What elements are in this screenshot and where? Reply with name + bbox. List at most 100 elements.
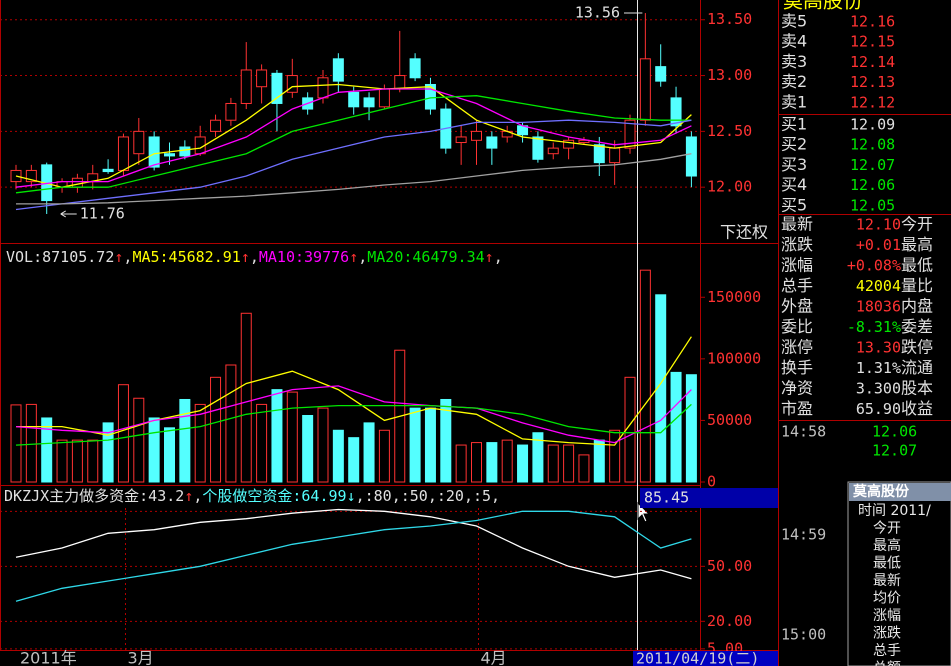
order-price: 12.14 <box>850 53 895 71</box>
ma-line <box>16 153 692 205</box>
candle-body <box>256 69 268 88</box>
legend-entry: DKZJX主力做多资金:43.2 <box>4 487 184 505</box>
ma-line <box>15 88 692 188</box>
y-tick-label: 20.00 <box>707 612 752 630</box>
order-price: 12.07 <box>850 156 895 174</box>
candle-body <box>609 147 621 164</box>
stat-value: 65.90 <box>856 400 901 418</box>
order-label: 买5 <box>781 195 807 214</box>
candle-body <box>685 136 697 177</box>
order-price: 12.15 <box>850 33 895 51</box>
popup-item: 涨跌 <box>873 626 901 642</box>
candle-body <box>179 146 191 157</box>
legend-entry: ↓ <box>347 487 356 505</box>
stat-label: 内盘 <box>901 297 933 316</box>
volume-bar <box>164 427 175 483</box>
candle-body <box>578 139 590 144</box>
y-tick-label: 150000 <box>707 288 761 306</box>
order-price: 12.12 <box>850 93 895 111</box>
volume-bar <box>624 376 636 483</box>
stat-label: 跌停 <box>901 338 933 357</box>
candle-body <box>409 58 421 79</box>
volume-bar <box>71 439 83 483</box>
candle-body <box>563 139 575 149</box>
volume-bar <box>655 294 667 483</box>
candle-body <box>102 168 114 173</box>
legend-entry: ↑ <box>485 248 494 266</box>
legend-entry: ↑ <box>114 248 123 266</box>
candle-body <box>486 136 498 149</box>
tick-price: 12.06 <box>872 423 917 441</box>
volume-bar <box>455 444 467 483</box>
stat-label: 收益 <box>901 399 933 418</box>
volume-bar <box>409 407 421 483</box>
legend-entry: ↑ <box>241 248 250 266</box>
tick-time: 14:58 <box>781 423 826 441</box>
candle-body <box>225 102 237 121</box>
legend-entry: , <box>123 248 132 266</box>
ma-line <box>15 83 692 188</box>
legend-entry: , <box>494 248 503 266</box>
volume-bar <box>348 437 360 483</box>
cursor-value-box <box>640 488 778 508</box>
y-tick-label: 50000 <box>707 411 752 429</box>
volume-bar <box>210 376 222 483</box>
stat-value: 42004 <box>856 277 901 295</box>
tick-time: 14:59 <box>781 526 826 544</box>
candle-body <box>164 153 175 157</box>
stat-label: 外盘 <box>781 297 813 316</box>
popup-header <box>849 483 951 501</box>
popup-item: 总额 <box>873 661 901 666</box>
order-label: 卖3 <box>781 52 807 71</box>
popup-item: 今开 <box>873 521 901 537</box>
legend-entry: MA10:39776 <box>259 248 349 266</box>
candle-body <box>593 144 605 164</box>
stat-label: 涨停 <box>781 338 813 357</box>
tick-time: 15:00 <box>781 626 826 644</box>
stat-value: -8.31% <box>847 318 901 336</box>
candle-body <box>624 119 636 149</box>
tick-price: 12.07 <box>872 442 917 460</box>
volume-bar <box>256 403 268 483</box>
candle-body <box>363 97 375 108</box>
volume-bar <box>378 429 390 483</box>
candle-body <box>148 136 160 168</box>
legend-entry: ,:80,:50,:20,:5, <box>356 487 501 505</box>
volume-bar <box>424 407 436 483</box>
stat-label: 最低 <box>901 256 933 275</box>
volume-bar <box>440 398 452 483</box>
stat-label: 涨跌 <box>781 235 813 254</box>
volume-bar <box>225 364 237 483</box>
stat-label: 最高 <box>901 235 933 254</box>
min-label: 11.76 <box>80 204 125 222</box>
stat-label: 换手 <box>781 358 813 377</box>
volume-bar <box>240 312 252 483</box>
volume-ma-line <box>15 403 692 446</box>
stat-label: 股本 <box>901 379 933 398</box>
volume-bar <box>578 454 590 483</box>
candle-body <box>317 77 329 99</box>
candle-body <box>394 75 406 90</box>
candle-body <box>210 119 222 132</box>
y-tick-label: 13.50 <box>707 10 752 28</box>
candle-body <box>286 75 298 93</box>
volume-bar <box>670 371 682 483</box>
candle-body <box>378 88 390 108</box>
volume-bar <box>194 403 206 483</box>
popup-frame <box>847 481 951 666</box>
volume-bar <box>148 417 160 483</box>
order-label: 卖2 <box>781 72 807 91</box>
volume-bar <box>117 384 129 483</box>
max-label: 13.56 <box>575 4 620 22</box>
legend-entry: ↑ <box>349 248 358 266</box>
volume-bar <box>133 397 145 483</box>
volume-bar <box>56 439 68 483</box>
popup-item: 最新 <box>873 573 901 589</box>
legend-entry: ↑ <box>184 487 193 505</box>
volume-bar <box>41 417 53 483</box>
legend-entry: , <box>250 248 259 266</box>
popup-title: 莫高股份 <box>852 483 910 500</box>
